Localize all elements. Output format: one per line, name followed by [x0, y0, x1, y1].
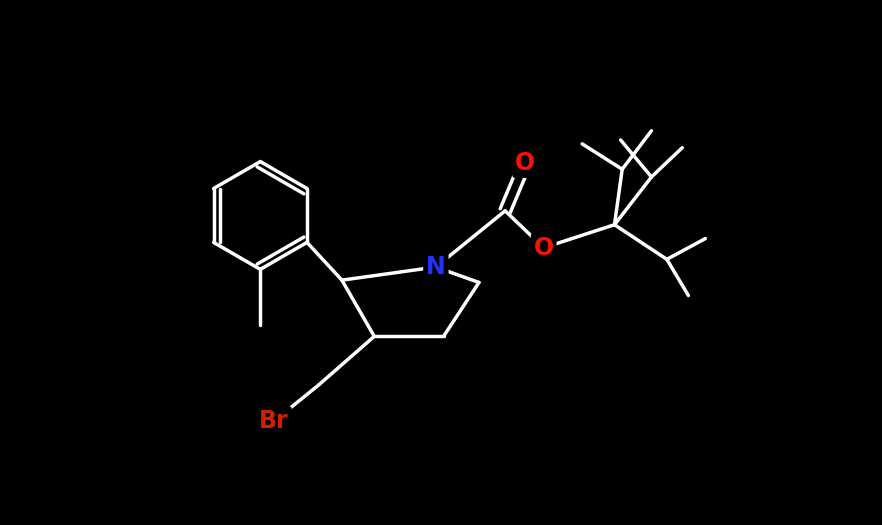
Text: O: O: [534, 236, 554, 260]
Text: Br: Br: [259, 409, 289, 433]
Text: N: N: [426, 255, 445, 279]
Text: O: O: [515, 151, 535, 175]
